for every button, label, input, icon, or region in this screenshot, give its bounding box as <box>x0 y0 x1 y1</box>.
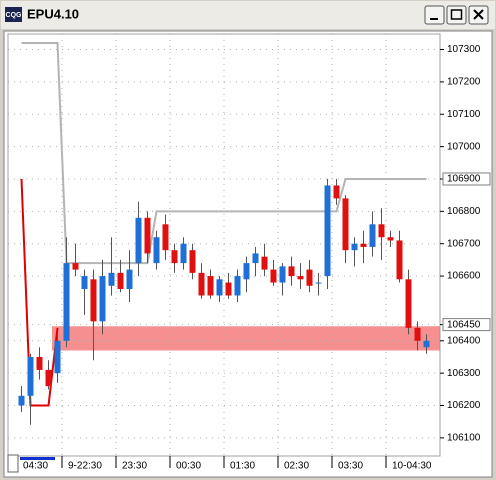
candle-body <box>207 276 214 296</box>
x-tick-label: 10-04:30 <box>392 461 432 472</box>
x-tick-label: 02:30 <box>284 461 309 472</box>
candle-body <box>387 237 394 241</box>
zone-band <box>52 326 440 351</box>
candle-body <box>189 250 196 273</box>
title-bar <box>1 1 495 29</box>
y-tick-label: 106100 <box>447 433 481 444</box>
y-tick-label: 106400 <box>447 335 481 346</box>
maximize-button[interactable] <box>446 5 467 25</box>
candle-body <box>405 279 412 328</box>
candle-body <box>342 198 349 251</box>
candle-body <box>117 272 124 290</box>
y-tick-label: 107100 <box>447 109 481 120</box>
y-tick-label: 106300 <box>447 368 481 379</box>
x-tick-label: 01:30 <box>230 461 255 472</box>
x-tick-label: 00:30 <box>176 461 201 472</box>
x-tick-label: 9-22:30 <box>68 461 102 472</box>
plot: 107300 107200 107100 107000 106900 106800 1067… <box>8 34 491 472</box>
candle-body <box>90 279 97 322</box>
candle-body <box>378 224 385 238</box>
app-icon <box>5 7 22 22</box>
button-frame[interactable] <box>424 5 445 25</box>
candle-body <box>135 217 142 264</box>
candle-body <box>351 243 358 251</box>
candle-body <box>396 240 403 280</box>
candle-body <box>423 340 430 348</box>
tick-box <box>442 318 491 332</box>
button-glyph <box>430 18 438 20</box>
y-tick-label: 106450 <box>447 319 481 330</box>
candle-body <box>225 282 232 296</box>
candle-body <box>252 253 259 264</box>
x-tick-label: 23:30 <box>122 461 147 472</box>
candle-body <box>234 276 241 296</box>
y-tick-label: 107300 <box>447 44 481 55</box>
y-tick-label: 106600 <box>447 271 481 282</box>
candle-body <box>54 340 61 374</box>
button-frame[interactable] <box>446 5 467 25</box>
candle-body <box>153 237 160 264</box>
y-tick-label: 107000 <box>447 141 481 152</box>
button-glyph <box>473 9 484 20</box>
candle-body <box>414 327 421 341</box>
y-tick-label: 106700 <box>447 238 481 249</box>
window-title: EPU4.10 <box>27 6 79 21</box>
y-tick-label: 106200 <box>447 400 481 411</box>
candle-body <box>180 243 187 264</box>
app-icon-label: CQG <box>6 12 23 19</box>
candle-body <box>315 282 322 284</box>
tick-box <box>442 172 491 186</box>
candle-body <box>216 279 223 296</box>
candle-body <box>297 276 304 280</box>
candle-body <box>360 243 367 247</box>
candle-body <box>333 185 340 199</box>
candle-body <box>63 263 70 341</box>
y-tick-label: 106900 <box>447 174 481 185</box>
candle-body <box>18 395 25 406</box>
y-tick-label: 106800 <box>447 206 481 217</box>
scroll-indicator <box>20 457 55 460</box>
x-tick-label: 04:30 <box>23 461 48 472</box>
candle-body <box>324 185 331 277</box>
candle-body <box>81 276 88 290</box>
minimize-button[interactable] <box>424 5 445 25</box>
y-tick-label: 107200 <box>447 77 481 88</box>
candle-body <box>108 272 115 286</box>
candle-body <box>270 269 277 283</box>
candle-body <box>261 256 268 270</box>
candle-body <box>45 369 52 387</box>
candle-body <box>243 263 250 280</box>
candle-body <box>369 224 376 247</box>
candle-body <box>27 356 34 396</box>
candle-body <box>279 266 286 283</box>
candle-body <box>306 269 313 286</box>
candle-body <box>171 250 178 264</box>
candle-body <box>288 266 295 277</box>
scroll-box[interactable] <box>7 454 19 473</box>
candle-body <box>99 276 106 322</box>
x-tick-label: 03:30 <box>338 461 363 472</box>
candle-body <box>126 269 133 290</box>
candle-body <box>198 272 205 296</box>
close-button[interactable] <box>468 5 489 25</box>
candle-body <box>144 217 151 254</box>
indicator-line <box>21 42 427 265</box>
candle-body <box>162 224 169 251</box>
candle-body <box>72 263 79 270</box>
button-glyph <box>450 9 463 20</box>
candle-body <box>36 356 43 370</box>
